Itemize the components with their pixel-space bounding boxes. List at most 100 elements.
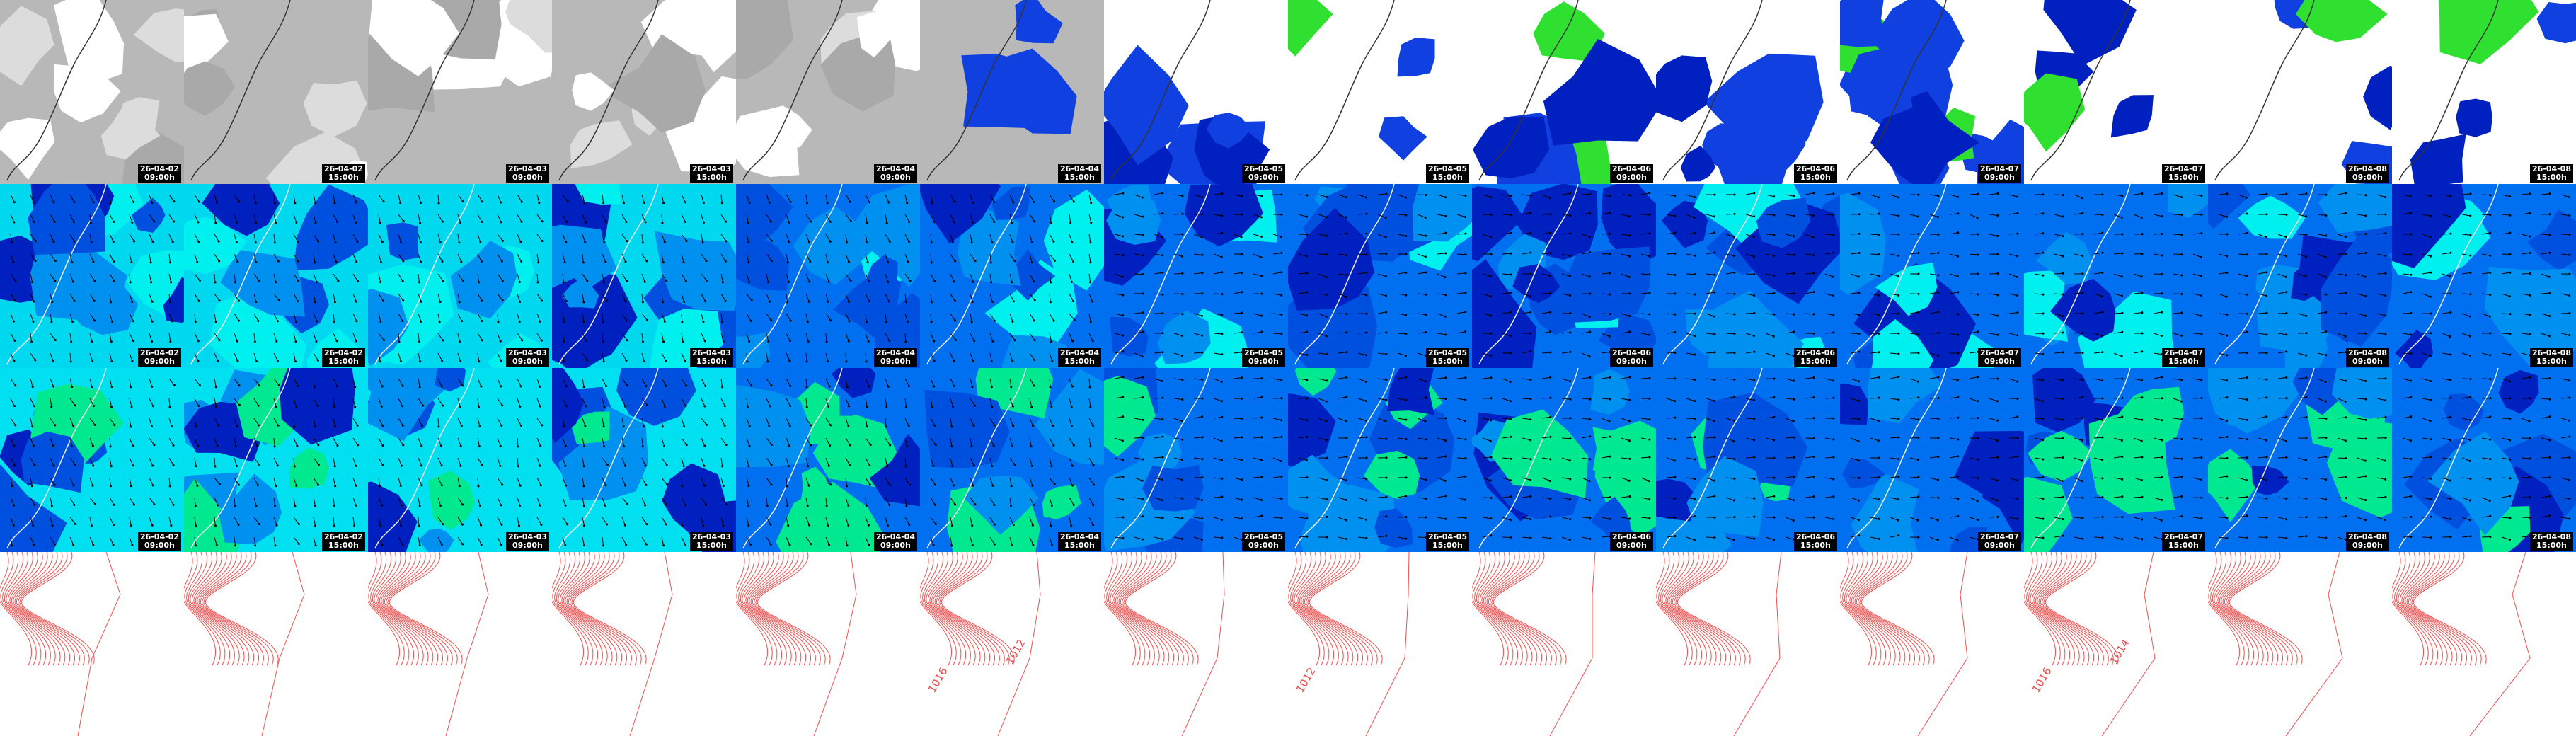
wind-arrow-head: [517, 445, 519, 448]
wind-arrow: [786, 457, 789, 466]
wind-arrow-head: [93, 280, 96, 282]
wind-arrow: [1154, 253, 1163, 256]
wind-arrow: [457, 378, 463, 386]
wind-arrow-head: [14, 299, 17, 302]
wind-arrow: [641, 313, 648, 321]
wind-arrow: [2258, 333, 2267, 335]
wind-arrow: [2297, 214, 2306, 217]
wind-arrow-head: [418, 386, 421, 389]
wind-arrow: [1456, 418, 1466, 422]
wind-arrow-head: [2161, 311, 2163, 314]
wind-arrow-head: [1280, 236, 1282, 238]
wind-arrow: [950, 273, 955, 282]
wind-arrow-head: [991, 340, 994, 343]
wind-arrow: [2218, 457, 2228, 459]
wind-arrow-head: [644, 504, 647, 507]
wind-arrow: [825, 536, 830, 546]
wind-arrow-head: [1977, 293, 1979, 296]
wind-arrow-head: [72, 221, 75, 224]
wind-arrow: [2402, 194, 2411, 197]
wind-arrow: [378, 477, 381, 486]
wind-arrow-head: [1306, 272, 1309, 275]
wind-arrow: [273, 398, 277, 407]
wind-arrow: [746, 194, 750, 203]
wind-arrow: [1561, 517, 1570, 520]
isobar: [1848, 552, 1896, 666]
wind-arrow: [865, 477, 870, 485]
wind-arrow-head: [1713, 379, 1716, 381]
wind-arrow-head: [564, 544, 567, 546]
wind-arrow: [1357, 437, 1367, 439]
wind-arrow-head: [520, 260, 523, 263]
map-tile: 26-04-07 09:00h: [1840, 368, 2024, 552]
wind-arrow-head: [806, 505, 809, 507]
wind-arrow: [149, 234, 154, 243]
isobar: [922, 552, 962, 666]
wind-arrow-head: [2101, 397, 2104, 400]
wind-arrow-head: [953, 200, 956, 203]
wind-arrow: [313, 517, 316, 526]
wind-arrow: [805, 234, 810, 243]
stamp-date: 26-04-07: [1979, 348, 2019, 357]
wind-arrow: [477, 313, 483, 321]
wind-arrow: [2258, 234, 2267, 238]
coastline: [1846, 184, 1947, 365]
wind-arrow-head: [1832, 379, 1835, 382]
wind-arrow: [2093, 378, 2103, 381]
stamp-time: 09:00h: [512, 541, 543, 550]
wind-arrow-head: [684, 201, 686, 204]
wind-arrow: [1397, 437, 1406, 440]
wind-arrow: [1805, 214, 1814, 217]
wind-arrow-head: [704, 300, 707, 303]
field-area: [736, 0, 794, 79]
wind-arrow-head: [32, 201, 35, 204]
wind-arrow-head: [217, 240, 220, 243]
wind-arrow: [1745, 437, 1754, 441]
wind-arrow-head: [722, 340, 725, 343]
wind-arrow-head: [2305, 535, 2308, 538]
wind-arrow: [313, 418, 316, 427]
stamp-time: 09:00h: [1984, 173, 2015, 182]
wind-arrow: [253, 234, 256, 243]
wind-arrow: [1969, 497, 1978, 502]
wind-arrow-head: [1011, 241, 1014, 243]
wind-arrow-head: [14, 424, 17, 427]
wind-arrow-head: [313, 386, 316, 389]
wind-arrow-head: [1221, 271, 1224, 274]
wind-arrow: [517, 517, 519, 526]
coastline: [2398, 0, 2499, 181]
wind-arrow: [1745, 378, 1754, 381]
wind-arrow-head: [1568, 539, 1571, 541]
wind-arrow: [1929, 477, 1938, 481]
wind-arrow-head: [72, 484, 75, 487]
wind-arrow: [457, 418, 462, 426]
wind-arrow-head: [2226, 233, 2229, 236]
time-stamp: 26-04-03 15:00h: [689, 348, 733, 367]
wind-arrow: [30, 398, 35, 406]
wind-arrow-head: [2265, 236, 2267, 238]
wind-arrow-head: [1510, 214, 1512, 217]
wind-arrow-head: [2265, 456, 2268, 459]
coastline: [1110, 0, 1211, 181]
wind-arrow-head: [1732, 499, 1735, 502]
wind-arrow-head: [1529, 272, 1532, 275]
wind-arrow: [1765, 536, 1774, 541]
wind-arrow-head: [953, 299, 956, 302]
wind-arrow-head: [1569, 478, 1572, 481]
wind-arrow-head: [1588, 275, 1591, 278]
wind-arrow: [641, 352, 645, 362]
field-area: [2251, 466, 2289, 495]
wind-arrow: [845, 457, 851, 466]
wind-arrow-head: [2141, 332, 2144, 335]
wind-arrow: [1298, 436, 1307, 439]
wind-arrow: [1272, 272, 1282, 275]
wind-arrow: [352, 234, 358, 242]
wind-arrow: [1456, 437, 1466, 440]
wind-arrow: [418, 477, 422, 486]
wind-arrow: [1929, 418, 1939, 420]
wind-arrow-head: [214, 386, 217, 389]
wind-arrow-head: [69, 360, 72, 363]
wind-arrow-head: [1089, 241, 1092, 244]
wind-arrow-head: [1424, 380, 1427, 383]
wind-arrow: [786, 536, 790, 546]
